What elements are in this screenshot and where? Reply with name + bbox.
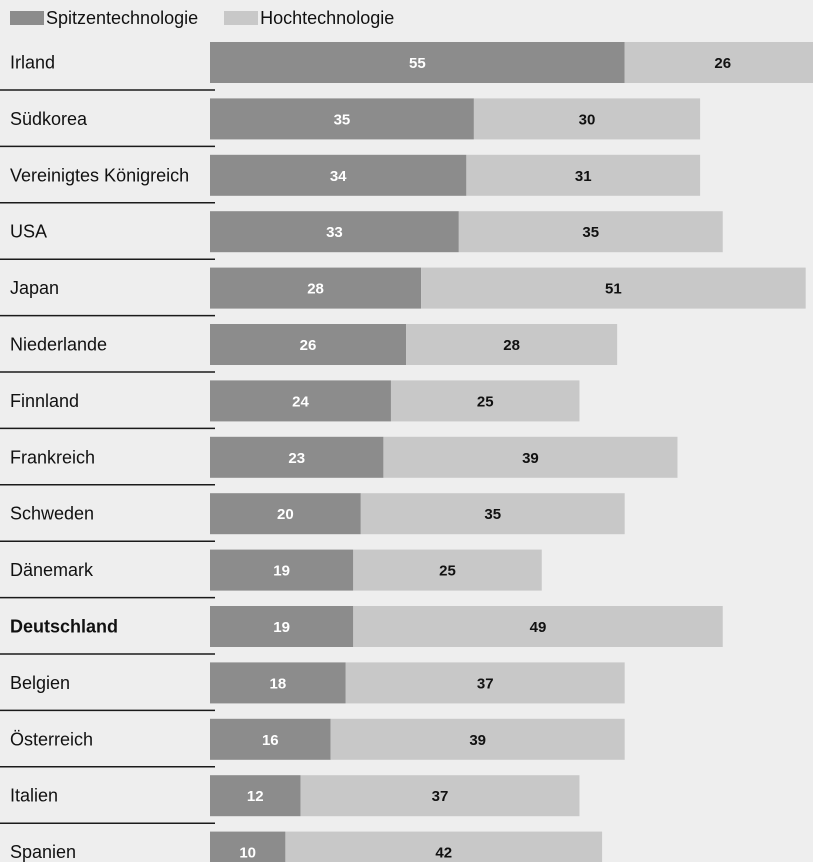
bar-hochtechnologie-irland bbox=[624, 42, 813, 83]
category-label-daenemark: Dänemark bbox=[10, 560, 94, 580]
value-label-hochtechnologie-belgien: 37 bbox=[477, 675, 494, 692]
bar-row-japan: Japan 28 51 bbox=[0, 267, 806, 317]
category-label-japan: Japan bbox=[10, 278, 59, 298]
value-label-spitzentechnologie-belgien: 18 bbox=[270, 675, 287, 692]
bar-hochtechnologie-frankreich bbox=[383, 436, 678, 478]
bar-hochtechnologie-deutschland bbox=[353, 606, 723, 647]
category-label-belgien: Belgien bbox=[10, 673, 70, 693]
value-label-spitzentechnologie-daenemark: 19 bbox=[273, 563, 290, 580]
bar-hochtechnologie-japan bbox=[421, 267, 806, 309]
bar-row-irland: Irland 55 26 bbox=[0, 42, 813, 91]
bar-spitzentechnologie-deutschland bbox=[210, 606, 354, 647]
bar-spitzentechnologie-niederlande bbox=[210, 324, 407, 365]
bar-spitzentechnologie-spanien bbox=[210, 831, 286, 862]
bar-spitzentechnologie-daenemark bbox=[210, 549, 354, 591]
value-label-hochtechnologie-italien: 37 bbox=[432, 788, 449, 805]
value-label-spitzentechnologie-finnland: 24 bbox=[292, 393, 309, 410]
category-label-spanien: Spanien bbox=[10, 842, 76, 862]
bar-hochtechnologie-finnland bbox=[390, 380, 580, 422]
value-label-hochtechnologie-japan: 51 bbox=[605, 281, 622, 298]
bar-hochtechnologie-suedkorea bbox=[473, 98, 701, 140]
value-label-hochtechnologie-schweden: 35 bbox=[484, 506, 501, 523]
value-label-spitzentechnologie-frankreich: 23 bbox=[288, 450, 305, 467]
legend-swatch-hochtechnologie bbox=[224, 11, 259, 25]
bar-spitzentechnologie-finnland bbox=[210, 380, 391, 422]
bar-spitzentechnologie-schweden bbox=[210, 493, 361, 535]
legend-item-spitzentechnologie: Spitzentechnologie bbox=[10, 8, 198, 29]
bar-row-belgien: Belgien 18 37 bbox=[0, 662, 625, 712]
bar-row-niederlande: Niederlande 26 28 bbox=[0, 324, 618, 373]
bar-spitzentechnologie-suedkorea bbox=[210, 98, 474, 140]
bar-row-vereinigtes-koenigreich: Vereinigtes Königreich 34 31 bbox=[0, 154, 701, 204]
value-label-hochtechnologie-usa: 35 bbox=[582, 224, 599, 241]
bar-row-usa: USA 33 35 bbox=[0, 211, 723, 260]
category-label-usa: USA bbox=[10, 222, 47, 242]
value-label-spitzentechnologie-vereinigtes-koenigreich: 34 bbox=[330, 168, 347, 185]
bar-row-daenemark: Dänemark 19 25 bbox=[0, 549, 542, 599]
bar-spitzentechnologie-irland bbox=[210, 42, 625, 83]
category-label-niederlande: Niederlande bbox=[10, 335, 107, 355]
value-label-spitzentechnologie-italien: 12 bbox=[247, 788, 264, 805]
bar-row-deutschland: Deutschland 19 49 bbox=[0, 606, 723, 655]
bar-spitzentechnologie-belgien bbox=[210, 662, 346, 704]
bar-spitzentechnologie-vereinigtes-koenigreich bbox=[210, 154, 467, 196]
value-label-hochtechnologie-spanien: 42 bbox=[435, 845, 452, 862]
bar-hochtechnologie-belgien bbox=[345, 662, 625, 704]
bar-spitzentechnologie-usa bbox=[210, 211, 459, 253]
bar-spitzentechnologie-japan bbox=[210, 267, 422, 309]
bar-row-italien: Italien 12 37 bbox=[0, 775, 580, 824]
bar-spitzentechnologie-frankreich bbox=[210, 436, 384, 478]
category-label-schweden: Schweden bbox=[10, 504, 94, 524]
category-label-vereinigtes-koenigreich: Vereinigtes Königreich bbox=[10, 165, 189, 185]
value-label-spitzentechnologie-irland: 55 bbox=[409, 55, 426, 72]
value-label-hochtechnologie-vereinigtes-koenigreich: 31 bbox=[575, 168, 592, 185]
value-label-spitzentechnologie-niederlande: 26 bbox=[300, 337, 317, 354]
value-label-hochtechnologie-deutschland: 49 bbox=[530, 619, 547, 636]
value-label-spitzentechnologie-suedkorea: 35 bbox=[334, 111, 351, 128]
legend-swatch-spitzentechnologie bbox=[10, 11, 44, 25]
bar-hochtechnologie-schweden bbox=[360, 493, 625, 535]
value-label-spitzentechnologie-spanien: 10 bbox=[239, 845, 256, 862]
value-label-hochtechnologie-finnland: 25 bbox=[477, 393, 494, 410]
value-label-hochtechnologie-frankreich: 39 bbox=[522, 450, 539, 467]
value-label-spitzentechnologie-deutschland: 19 bbox=[273, 619, 290, 636]
legend: Spitzentechnologie Hochtechnologie bbox=[10, 6, 420, 30]
value-label-hochtechnologie-niederlande: 28 bbox=[503, 337, 520, 354]
value-label-hochtechnologie-suedkorea: 30 bbox=[579, 111, 596, 128]
value-label-spitzentechnologie-oesterreich: 16 bbox=[262, 732, 279, 749]
category-label-oesterreich: Österreich bbox=[10, 729, 93, 749]
category-label-finnland: Finnland bbox=[10, 391, 79, 411]
category-label-italien: Italien bbox=[10, 786, 58, 806]
bar-row-oesterreich: Österreich 16 39 bbox=[0, 718, 625, 768]
bar-hochtechnologie-daenemark bbox=[353, 549, 542, 591]
bar-hochtechnologie-oesterreich bbox=[330, 718, 625, 760]
category-label-frankreich: Frankreich bbox=[10, 447, 95, 467]
value-label-hochtechnologie-daenemark: 25 bbox=[439, 563, 456, 580]
bar-hochtechnologie-italien bbox=[300, 775, 580, 817]
legend-label-hochtechnologie: Hochtechnologie bbox=[260, 7, 395, 28]
value-label-spitzentechnologie-japan: 28 bbox=[307, 281, 324, 298]
bar-row-schweden: Schweden 20 35 bbox=[0, 493, 625, 542]
bar-row-spanien: Spanien 10 42 bbox=[10, 831, 603, 862]
legend-item-hochtechnologie: Hochtechnologie bbox=[224, 8, 394, 29]
legend-label-spitzentechnologie: Spitzentechnologie bbox=[46, 7, 199, 28]
bar-row-finnland: Finnland 24 25 bbox=[0, 380, 580, 430]
bar-spitzentechnologie-italien bbox=[210, 775, 301, 817]
value-label-spitzentechnologie-usa: 33 bbox=[326, 224, 343, 241]
category-label-irland: Irland bbox=[10, 53, 55, 73]
bar-hochtechnologie-niederlande bbox=[406, 324, 618, 365]
value-label-spitzentechnologie-schweden: 20 bbox=[277, 506, 294, 523]
bar-row-suedkorea: Südkorea 35 30 bbox=[0, 98, 701, 148]
value-label-hochtechnologie-oesterreich: 39 bbox=[469, 732, 486, 749]
category-label-deutschland: Deutschland bbox=[10, 617, 118, 637]
value-label-hochtechnologie-irland: 26 bbox=[714, 55, 731, 72]
bar-hochtechnologie-usa bbox=[458, 211, 723, 253]
bar-hochtechnologie-vereinigtes-koenigreich bbox=[466, 154, 701, 196]
bar-spitzentechnologie-oesterreich bbox=[210, 718, 331, 760]
bar-row-frankreich: Frankreich 23 39 bbox=[0, 436, 678, 486]
category-label-suedkorea: Südkorea bbox=[10, 109, 88, 129]
bar-hochtechnologie-spanien bbox=[285, 831, 603, 862]
